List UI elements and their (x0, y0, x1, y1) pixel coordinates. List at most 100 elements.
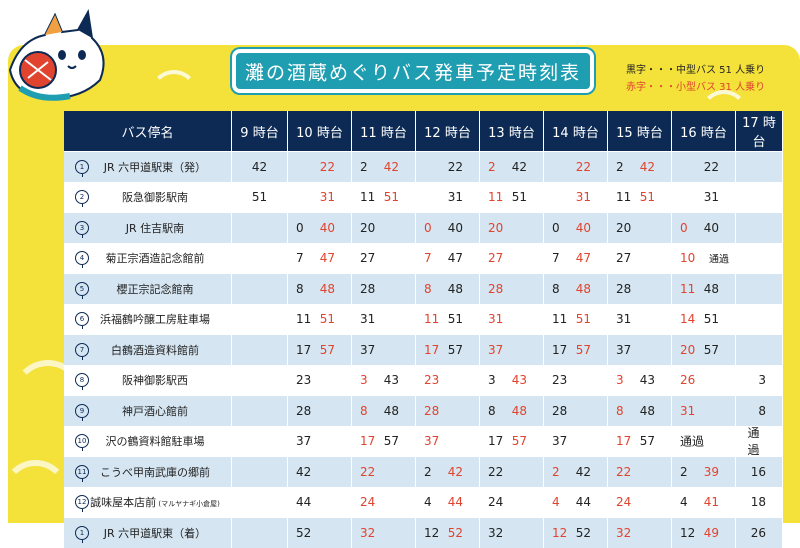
time-cell: 37 (544, 425, 608, 456)
time-cell: 0 40 (544, 212, 608, 243)
time-cell: 11 51 (288, 303, 352, 334)
departure-time: 0 (552, 220, 560, 235)
departure-time: 22 (319, 159, 335, 174)
stop-name: JR 六甲道駅東（発） (103, 160, 207, 174)
departure-time: 12 (680, 525, 696, 540)
departure-time: 32 (616, 525, 632, 540)
decorative-wave (12, 360, 84, 432)
table-row: 10 沢の鶴資料館駐車場 37 17 57 37 17 57 37 17 57 通過 通過 (64, 425, 783, 457)
stop-cell: 12 誠味屋本店前 (マルヤナギ小倉屋) (64, 486, 232, 517)
time-cell: 27 (608, 242, 672, 273)
stop-cell: 6 浜福鶴吟醸工房駐車場 (64, 303, 232, 334)
header-hour: 13 時台 (480, 111, 544, 151)
departure-time: 22 (575, 159, 591, 174)
table-row: 5 櫻正宗記念館南 8 48 28 8 48 28 8 48 28 11 48 (64, 273, 783, 304)
time-cell (736, 303, 783, 334)
time-cell: 11 51 (352, 181, 416, 212)
departure-time: 37 (552, 434, 568, 449)
departure-time: 26 (750, 525, 766, 540)
title-text: 灘の酒蔵めぐりバス発車予定時刻表 (244, 61, 581, 84)
departure-time: 4 (552, 495, 560, 510)
header-row: バス停名 9 時台 10 時台 11 時台 12 時台 13 時台 14 時台 … (64, 111, 783, 151)
departure-time: 31 (360, 312, 376, 327)
departure-time: 43 (639, 373, 655, 388)
departure-time: 47 (319, 251, 335, 266)
departure-time: 43 (511, 373, 527, 388)
time-cell: 37 (288, 425, 352, 456)
time-cell: 11 51 (544, 303, 608, 334)
time-cell (232, 364, 288, 395)
decorative-wave (700, 90, 748, 138)
departure-time: 42 (296, 464, 312, 479)
time-cell: 31 (352, 303, 416, 334)
time-cell (232, 395, 288, 426)
time-cell (736, 242, 783, 273)
departure-time: 2 (680, 464, 688, 479)
departure-time: 通過 (680, 434, 705, 449)
time-cell: 17 57 (352, 425, 416, 456)
time-cell: 14 51 (672, 303, 736, 334)
departure-time: 40 (575, 220, 591, 235)
time-cell: 32 (480, 517, 544, 548)
time-cell: 2 42 (416, 456, 480, 487)
time-cell (232, 212, 288, 243)
table-row: 2 阪急御影駅南 51 31 11 51 31 11 51 31 11 51 31 (64, 181, 783, 212)
time-cell: 3 43 (352, 364, 416, 395)
departure-time: 51 (703, 312, 719, 327)
decorative-wave (150, 70, 198, 118)
departure-time: 39 (703, 464, 719, 479)
departure-time: 16 (750, 464, 766, 479)
time-cell: 22 (288, 151, 352, 182)
time-cell: 27 (480, 242, 544, 273)
departure-time: 31 (319, 190, 335, 205)
time-cell: 37 (480, 334, 544, 365)
time-cell: 17 57 (288, 334, 352, 365)
departure-time: 24 (488, 495, 504, 510)
departure-time: 31 (680, 403, 696, 418)
time-cell: 7 47 (288, 242, 352, 273)
departure-time: 44 (447, 495, 463, 510)
time-cell: 17 57 (416, 334, 480, 365)
time-cell: 11 51 (416, 303, 480, 334)
bus-stop-pin-icon: 12 (75, 495, 89, 513)
time-cell: 8 48 (480, 395, 544, 426)
stop-cell: 2 阪急御影駅南 (64, 181, 232, 212)
stop-cell: 5 櫻正宗記念館南 (64, 273, 232, 304)
departure-time: 11 (424, 312, 440, 327)
departure-time: 57 (447, 342, 463, 357)
time-cell (736, 181, 783, 212)
departure-time: 24 (360, 495, 376, 510)
departure-time: 48 (703, 281, 719, 296)
time-cell (232, 425, 288, 456)
time-cell: 42 (232, 151, 288, 182)
time-cell: 2 39 (672, 456, 736, 487)
bus-stop-pin-icon: 7 (75, 342, 89, 360)
time-cell: 24 (480, 486, 544, 517)
time-cell: 3 43 (608, 364, 672, 395)
header-hour: 11 時台 (352, 111, 416, 151)
bus-stop-pin-icon: 2 (75, 190, 89, 208)
departure-time: 51 (319, 312, 335, 327)
departure-time: 37 (488, 342, 504, 357)
timetable-body: 1 JR 六甲道駅東（発） 42 22 2 42 22 2 42 22 2 42 22 2 阪急御影駅南 51… (64, 151, 783, 548)
departure-time: 8 (488, 403, 496, 418)
departure-time: 12 (424, 525, 440, 540)
departure-time: 57 (703, 342, 719, 357)
departure-time: 28 (616, 281, 632, 296)
time-cell: 18 (736, 486, 783, 517)
time-cell: 23 (416, 364, 480, 395)
time-cell: 28 (352, 273, 416, 304)
time-cell: 17 57 (480, 425, 544, 456)
time-cell: 37 (608, 334, 672, 365)
departure-time: 47 (447, 251, 463, 266)
departure-time: 4 (680, 495, 688, 510)
departure-time: 51 (639, 190, 655, 205)
legend-black: 黒字・・・中型バス 51 人乗り (626, 65, 766, 76)
time-cell: 3 (736, 364, 783, 395)
time-cell: 42 (288, 456, 352, 487)
time-cell: 26 (736, 517, 783, 548)
header-hour: 12 時台 (416, 111, 480, 151)
time-cell (736, 151, 783, 182)
departure-time: 47 (575, 251, 591, 266)
stop-cell: 4 菊正宗酒造記念館前 (64, 242, 232, 273)
